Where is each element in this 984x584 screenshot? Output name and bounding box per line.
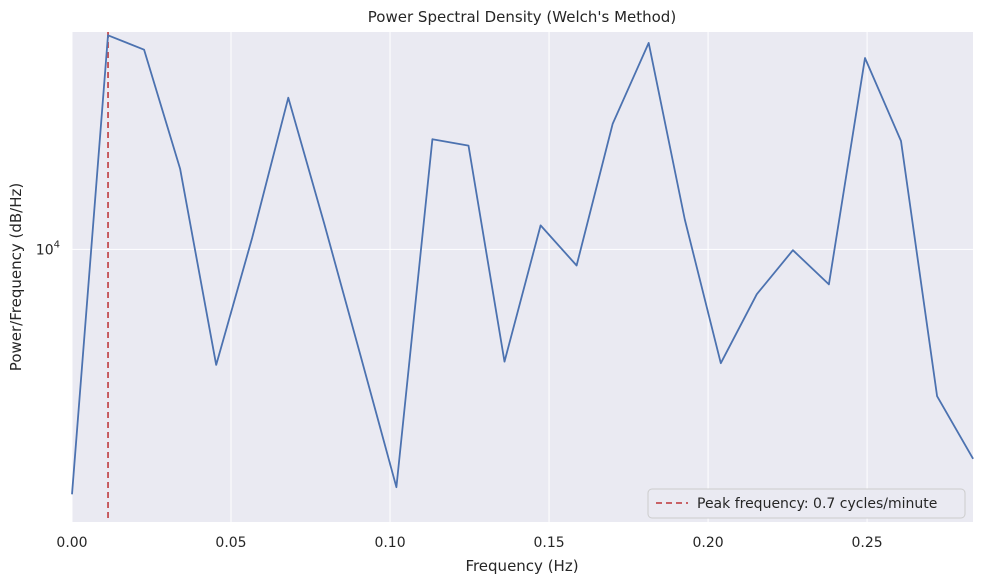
x-axis-label: Frequency (Hz) [465, 557, 578, 575]
x-tick-label: 0.10 [374, 535, 405, 551]
x-tick-label: 0.05 [215, 535, 246, 551]
psd-line [71, 34, 974, 495]
y-tick-labels: 104 [36, 239, 60, 258]
x-tick-labels: 0.00 0.05 0.10 0.15 0.20 0.25 [56, 535, 882, 551]
x-tick-label: 0.00 [56, 535, 87, 551]
x-tick-label: 0.15 [533, 535, 564, 551]
grid-lines [71, 32, 973, 522]
y-axis-label: Power/Frequency (dB/Hz) [7, 183, 25, 371]
y-tick-label: 104 [36, 239, 60, 258]
legend-box [647, 488, 966, 519]
legend: Peak frequency: 0.7 cycles/minute [647, 488, 966, 519]
x-tick-label: 0.25 [852, 535, 883, 551]
series-lines [71, 34, 974, 495]
chart-title: Power Spectral Density (Welch's Method) [368, 8, 676, 26]
legend-label-peak-frequency: Peak frequency: 0.7 cycles/minute [697, 496, 937, 512]
plot-area [72, 32, 973, 522]
x-tick-label: 0.20 [692, 535, 723, 551]
